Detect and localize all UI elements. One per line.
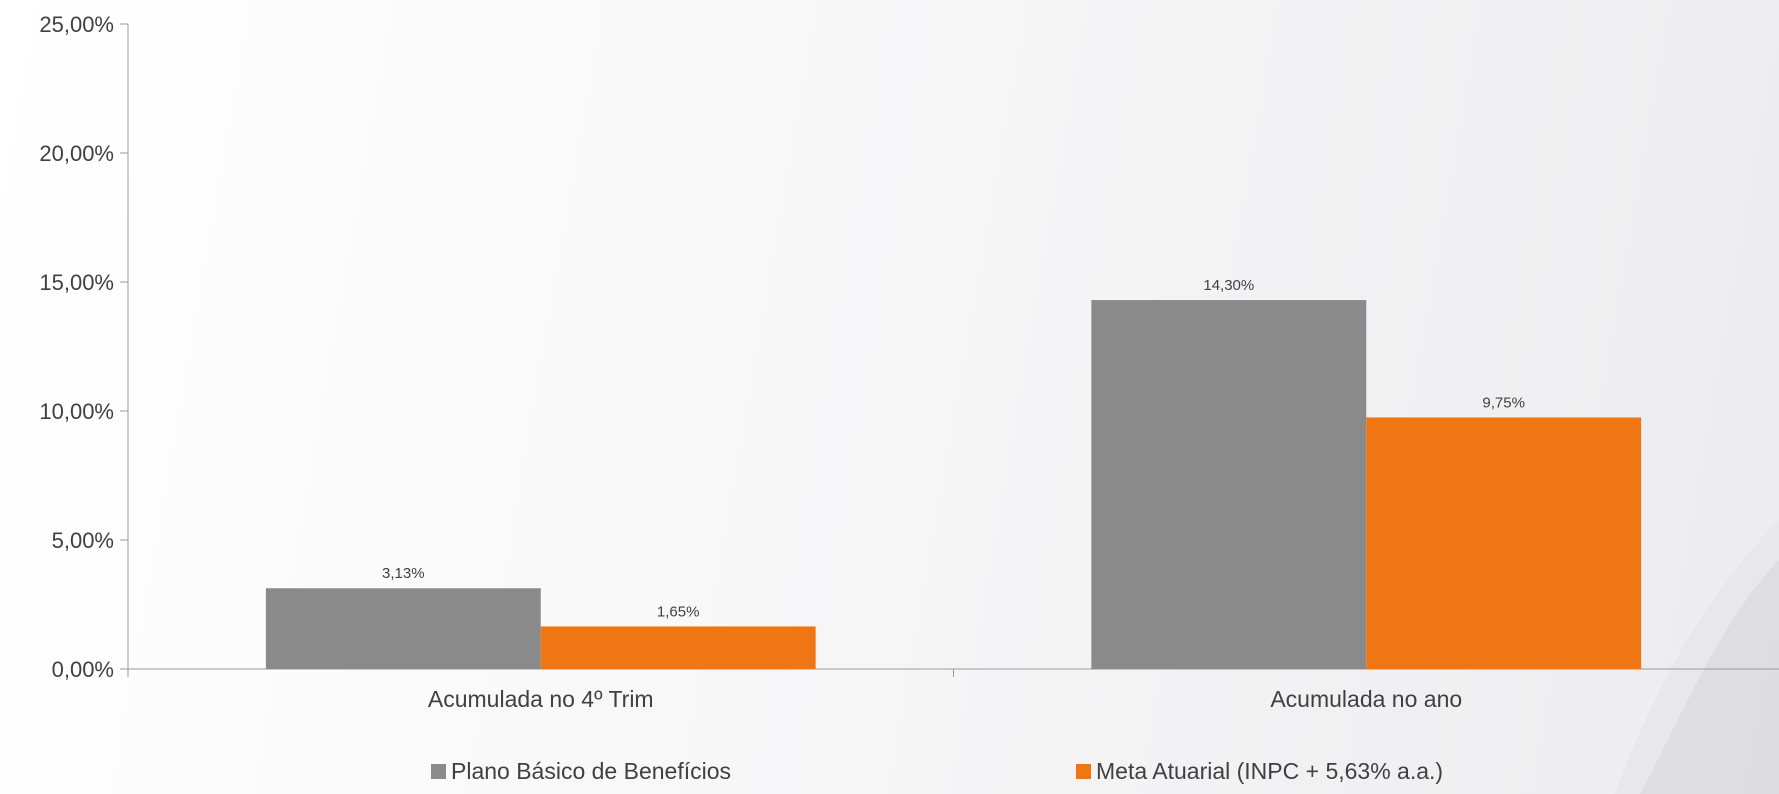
- bar-meta-atuarial: [540, 626, 816, 669]
- y-axis: 0,00% 5,00% 10,00% 15,00% 20,00% 25,00%: [39, 12, 129, 682]
- y-tick-label: 0,00%: [52, 657, 114, 682]
- legend-swatch: [431, 764, 446, 779]
- data-labels: 3,13% 1,65% 14,30% 9,75%: [382, 277, 1525, 620]
- bar-plano-basico: [265, 588, 541, 669]
- bar-value-label: 14,30%: [1203, 277, 1254, 294]
- y-tick-label: 5,00%: [52, 528, 114, 553]
- legend-label: Meta Atuarial (INPC + 5,63% a.a.): [1096, 758, 1443, 784]
- bar-meta-atuarial: [1366, 417, 1642, 669]
- legend: Plano Básico de Benefícios Meta Atuarial …: [431, 758, 1443, 784]
- background-swoosh: [1640, 560, 1779, 794]
- legend-swatch: [1076, 764, 1091, 779]
- x-axis: Acumulada no 4º Trim Acumulada no ano: [128, 668, 1779, 712]
- y-tick-label: 15,00%: [39, 270, 114, 295]
- x-category-label: Acumulada no ano: [1270, 686, 1462, 712]
- y-tick-label: 25,00%: [39, 12, 114, 37]
- y-tick-label: 10,00%: [39, 399, 114, 424]
- bar-value-label: 3,13%: [382, 565, 425, 582]
- y-tick-label: 20,00%: [39, 141, 114, 166]
- x-category-label: Acumulada no 4º Trim: [428, 686, 654, 712]
- bar-plano-basico: [1091, 300, 1367, 669]
- legend-label: Plano Básico de Benefícios: [451, 758, 731, 784]
- bar-value-label: 9,75%: [1482, 394, 1525, 411]
- bar-value-label: 1,65%: [657, 603, 700, 620]
- bars: [265, 300, 1642, 669]
- background-swoosh-light: [1615, 520, 1779, 794]
